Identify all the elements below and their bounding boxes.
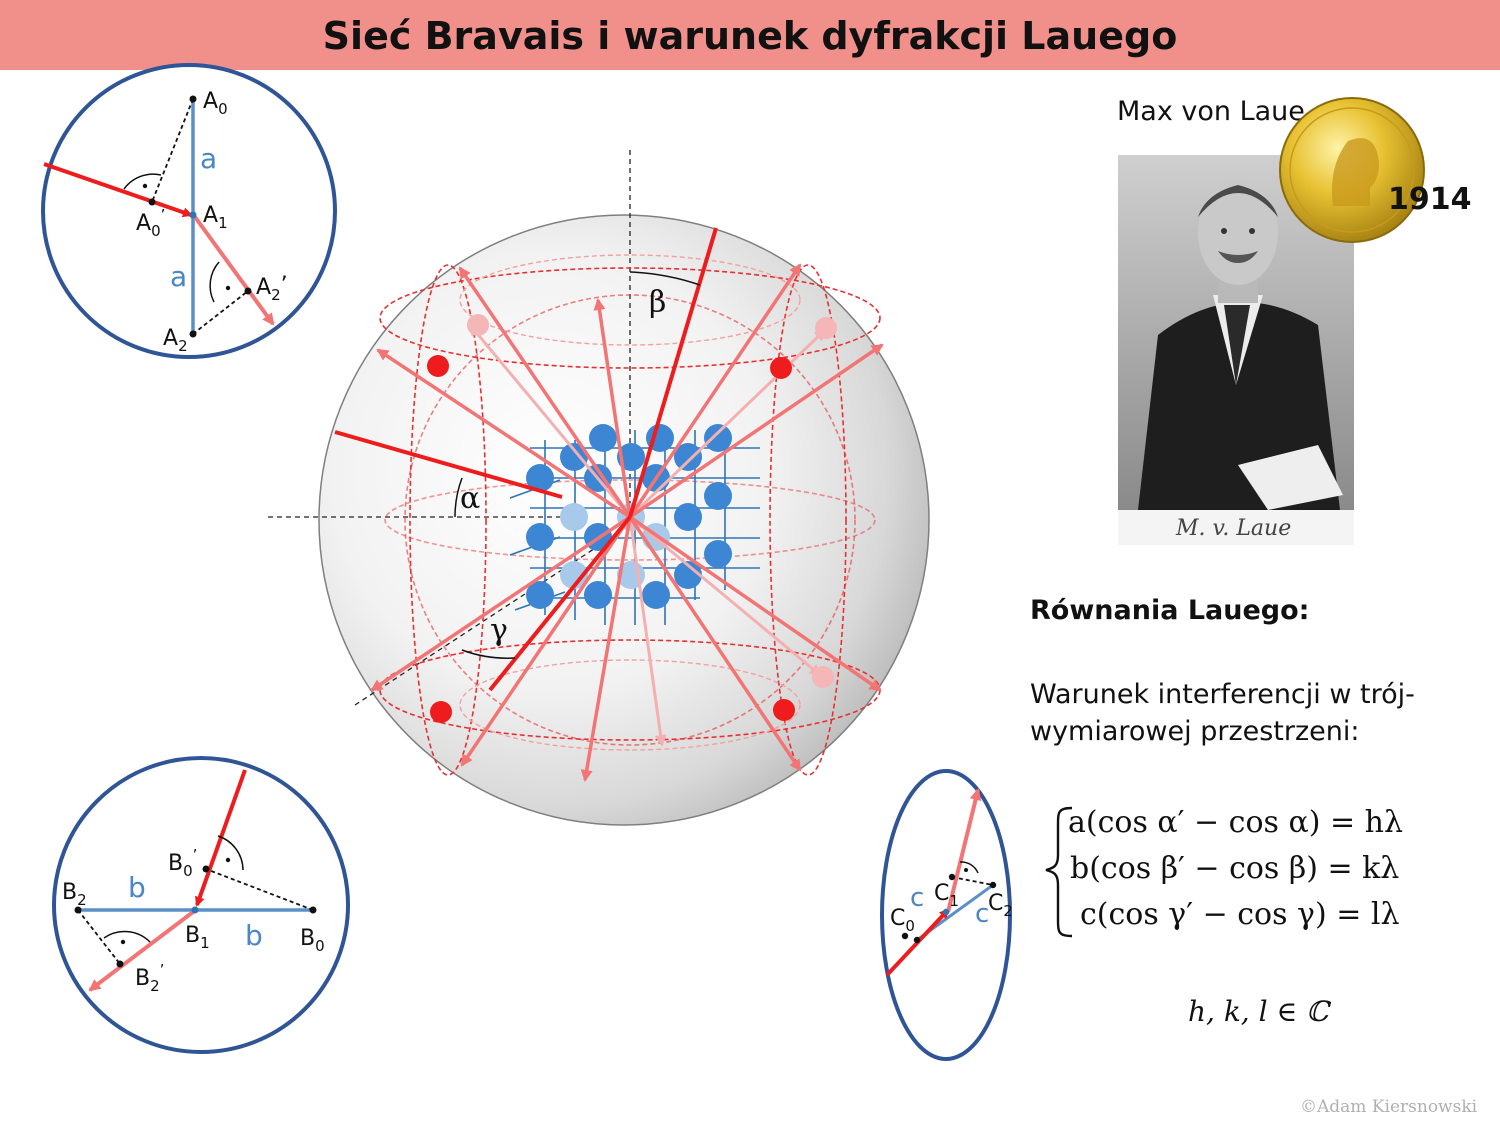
title-bar <box>0 0 1500 70</box>
inset-a-perp-2 <box>192 290 249 335</box>
label-a0-prime: A0’ <box>136 206 165 240</box>
page-title: Sieć Bravais i warunek dyfrakcji Lauego <box>322 14 1178 58</box>
equation-brace <box>1045 806 1073 938</box>
inset-a-perp-1 <box>151 98 194 203</box>
equations-description: Warunek interferencji w trój-wymiarowej … <box>1030 679 1415 747</box>
laue-equation-b: b(cos β′ − cos β) = kλ <box>1070 851 1400 886</box>
label-c0: C0 <box>890 906 915 935</box>
beta-label: β <box>649 285 666 320</box>
laue-equation-a: a(cos α′ − cos α) = hλ <box>1068 805 1403 840</box>
inset-b: B0’ B2 B1 B0 B2’ b b <box>52 756 350 1054</box>
label-a2-prime: A2’ <box>256 273 288 304</box>
inset-b-length-2: b <box>245 919 263 952</box>
inset-b-scattered-ray <box>88 910 195 992</box>
label-b0: B0 <box>300 926 325 955</box>
back-spots <box>467 314 837 688</box>
label-a0: A0 <box>203 89 228 118</box>
incident-ray-beta <box>628 227 718 518</box>
inset-b-right-angle-1 <box>217 835 244 871</box>
incident-ray-alpha <box>334 430 563 499</box>
inset-a: A0 A0’ A1 A2’ A2 a a <box>41 63 337 359</box>
label-b2: B2 <box>62 880 87 909</box>
inset-c-length-2: c <box>975 899 989 929</box>
medal-year: 1914 <box>1388 182 1472 217</box>
incident-rays <box>334 227 718 692</box>
portrait-name: Max von Laue <box>1117 96 1305 127</box>
copyright: ©Adam Kiersnowski <box>1300 1097 1478 1117</box>
nobel-medal <box>1279 97 1425 243</box>
inset-b-length-1: b <box>128 871 146 904</box>
ewald-sphere: α β γ <box>268 150 930 826</box>
inset-c-length-1: c <box>910 883 924 913</box>
label-a2: A2 <box>163 326 188 355</box>
label-b2-prime: B2’ <box>135 961 164 995</box>
signature: M. v. Laue <box>1175 516 1291 541</box>
cone-equator <box>384 479 876 561</box>
incident-ray-gamma <box>488 515 632 692</box>
equations-heading: Równania Lauego: <box>1030 595 1310 626</box>
label-b1: B1 <box>185 923 210 952</box>
label-c1: C1 <box>934 881 959 910</box>
angle-arcs <box>454 271 701 659</box>
diffraction-cones-back <box>459 254 801 751</box>
back-rays <box>468 323 827 747</box>
gamma-label: γ <box>490 613 508 648</box>
inset-c-scattered-ray <box>946 788 982 913</box>
inset-a-length-2: a <box>170 260 187 293</box>
inset-a-length-1: a <box>200 142 217 175</box>
cone-left-ellipse <box>409 264 487 776</box>
label-a1: A1 <box>203 203 228 232</box>
inset-a-right-angle-1 <box>123 173 162 190</box>
label-c2: C2 <box>988 891 1013 920</box>
z-axis-dashed <box>354 544 601 706</box>
diffracted-rays <box>370 263 884 782</box>
inset-b-right-angle-2 <box>103 930 151 943</box>
cone-front-circle <box>404 294 856 746</box>
inset-b-perp-2 <box>77 909 121 965</box>
cone-top-ellipse <box>379 267 881 369</box>
laue-equations: a(cos α′ − cos α) = hλ b(cos β′ − cos β)… <box>1050 800 1403 938</box>
inset-a-incident-ray <box>43 162 193 218</box>
inset-b-circle <box>52 756 350 1054</box>
label-b0-prime: B0’ <box>168 846 197 880</box>
integer-condition: h, k, l ∈ ℂ <box>1188 995 1329 1028</box>
cone-right-ellipse <box>769 264 847 776</box>
inset-b-perp-1 <box>205 868 314 911</box>
alpha-label: α <box>460 481 480 516</box>
inset-c: C0 C1 C2 c c <box>880 769 1013 1061</box>
diffraction-spots <box>427 355 795 723</box>
inset-a-right-angle-2 <box>209 261 220 303</box>
inset-a-scattered-ray <box>193 215 275 326</box>
laue-equation-c: c(cos γ′ − cos γ) = lλ <box>1080 897 1400 932</box>
